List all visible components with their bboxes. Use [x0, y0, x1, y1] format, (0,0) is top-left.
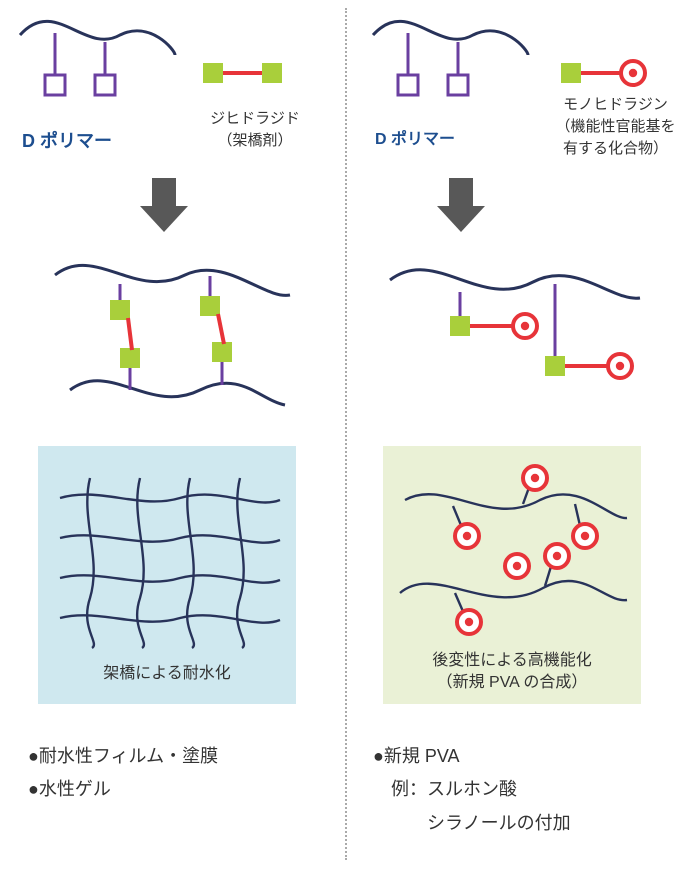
green-square-icon [203, 63, 223, 83]
open-square-icon [95, 75, 115, 95]
right-column: D ポリマー モノヒドラジン （機能性官能基を 有する化合物） [345, 0, 690, 200]
bullet-item: 例：スルホン酸 [373, 773, 571, 806]
left-product-svg [0, 240, 345, 420]
green-square-icon [450, 316, 470, 336]
open-square-icon [45, 75, 65, 95]
green-square-icon [110, 300, 130, 320]
reagent-label-line: （架橋剤） [217, 132, 292, 149]
target-ring-icon [545, 544, 569, 568]
right-product-svg [345, 240, 690, 420]
bullet-item: シラノールの付加 [373, 807, 571, 840]
open-square-icon [448, 75, 468, 95]
polymer-label: D ポリマー [375, 128, 455, 151]
target-ring-icon [455, 524, 479, 548]
left-column: D ポリマー ジヒドラジド （架橋剤） [0, 0, 345, 200]
panel-caption-line: （新規 PVA の合成） [437, 674, 588, 691]
green-square-icon [545, 356, 565, 376]
target-ring-icon [505, 554, 529, 578]
crosslink-bond [128, 318, 132, 350]
bullet-item: ●水性ゲル [28, 773, 218, 806]
target-ring-icon [621, 61, 645, 85]
green-square-icon [120, 348, 140, 368]
green-square-icon [200, 296, 220, 316]
down-arrow-icon [140, 178, 188, 232]
product-backbone [390, 270, 640, 299]
panel-caption: 架橋による耐水化 [38, 662, 296, 685]
bullet-item: ●耐水性フィルム・塗膜 [28, 740, 218, 773]
left-bullets: ●耐水性フィルム・塗膜 ●水性ゲル [28, 740, 218, 807]
down-arrow-icon [437, 178, 485, 232]
target-ring-icon [513, 314, 537, 338]
arrow-svg [0, 172, 345, 242]
reagent-label-line: 有する化合物） [563, 140, 668, 157]
target-ring-icon [608, 354, 632, 378]
product-backbone [55, 265, 290, 295]
green-square-icon [561, 63, 581, 83]
target-ring-icon [573, 524, 597, 548]
polymer-backbone [20, 21, 175, 55]
reagent-label: ジヒドラジド （架橋剤） [195, 108, 315, 152]
panel-caption: 後変性による高機能化 （新規 PVA の合成） [383, 650, 641, 695]
target-ring-icon [523, 466, 547, 490]
green-square-icon [212, 342, 232, 362]
reagent-label-line: ジヒドラジド [210, 110, 300, 127]
green-square-icon [262, 63, 282, 83]
bullet-item: ●新規 PVA [373, 740, 571, 773]
left-reactants-svg [0, 0, 345, 200]
reagent-label-line: モノヒドラジン [563, 96, 668, 113]
polymer-backbone [373, 21, 528, 55]
product-backbone [70, 381, 285, 405]
open-square-icon [398, 75, 418, 95]
diagram-root: D ポリマー ジヒドラジド （架橋剤） [0, 0, 690, 870]
right-bullets: ●新規 PVA 例：スルホン酸 シラノールの付加 [373, 740, 571, 840]
crosslink-bond [218, 314, 224, 344]
arrow-svg [345, 172, 690, 242]
reagent-label-line: （機能性官能基を [555, 118, 675, 135]
reagent-label: モノヒドラジン （機能性官能基を 有する化合物） [543, 94, 688, 159]
polymer-label: D ポリマー [22, 128, 112, 154]
target-ring-icon [457, 610, 481, 634]
panel-caption-line: 後変性による高機能化 [432, 652, 592, 669]
